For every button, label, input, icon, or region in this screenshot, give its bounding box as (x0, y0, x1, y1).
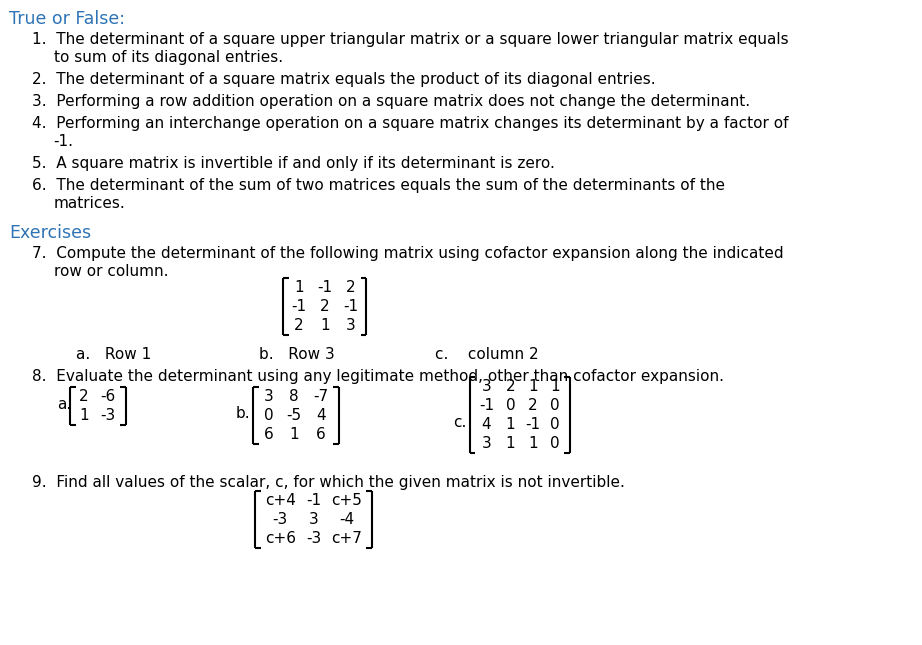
Text: 3: 3 (346, 318, 355, 333)
Text: 8.  Evaluate the determinant using any legitimate method, other than cofactor ex: 8. Evaluate the determinant using any le… (32, 369, 725, 384)
Text: 4: 4 (316, 408, 325, 423)
Text: b.   Row 3: b. Row 3 (259, 347, 335, 362)
Text: 1: 1 (550, 379, 560, 394)
Text: -3: -3 (100, 408, 116, 423)
Text: 1: 1 (528, 436, 538, 451)
Text: 0: 0 (550, 417, 560, 432)
Text: -1: -1 (317, 280, 332, 295)
Text: b.: b. (236, 406, 251, 421)
Text: 3: 3 (265, 389, 274, 404)
Text: 3: 3 (481, 436, 491, 451)
Text: -1: -1 (526, 417, 540, 432)
Text: 2: 2 (506, 379, 515, 394)
Text: a.   Row 1: a. Row 1 (76, 347, 151, 362)
Text: -1: -1 (479, 398, 494, 413)
Text: c.    column 2: c. column 2 (435, 347, 538, 362)
Text: 0: 0 (550, 436, 560, 451)
Text: True or False:: True or False: (9, 10, 125, 28)
Text: 2: 2 (528, 398, 538, 413)
Text: 9.  Find all values of the scalar, c, for which the given matrix is not invertib: 9. Find all values of the scalar, c, for… (32, 475, 625, 490)
Text: 2.  The determinant of a square matrix equals the product of its diagonal entrie: 2. The determinant of a square matrix eq… (32, 72, 656, 87)
Text: -5: -5 (287, 408, 301, 423)
Text: -1: -1 (291, 299, 306, 314)
Text: 3: 3 (481, 379, 491, 394)
Text: -3: -3 (273, 512, 288, 527)
Text: 1: 1 (294, 280, 303, 295)
Text: 4: 4 (481, 417, 491, 432)
Text: 5.  A square matrix is invertible if and only if its determinant is zero.: 5. A square matrix is invertible if and … (32, 156, 555, 171)
Text: 1: 1 (320, 318, 329, 333)
Text: row or column.: row or column. (53, 264, 168, 279)
Text: a.: a. (57, 397, 72, 412)
Text: c+5: c+5 (331, 493, 362, 508)
Text: -4: -4 (339, 512, 354, 527)
Text: 8: 8 (290, 389, 299, 404)
Text: matrices.: matrices. (53, 196, 125, 211)
Text: 0: 0 (550, 398, 560, 413)
Text: -6: -6 (100, 389, 116, 404)
Text: 6: 6 (316, 427, 325, 442)
Text: 7.  Compute the determinant of the following matrix using cofactor expansion alo: 7. Compute the determinant of the follow… (32, 246, 784, 261)
Text: 1: 1 (79, 408, 89, 423)
Text: c+4: c+4 (265, 493, 296, 508)
Text: 1: 1 (506, 436, 515, 451)
Text: 1.  The determinant of a square upper triangular matrix or a square lower triang: 1. The determinant of a square upper tri… (32, 32, 789, 47)
Text: -1: -1 (343, 299, 358, 314)
Text: 2: 2 (320, 299, 329, 314)
Text: to sum of its diagonal entries.: to sum of its diagonal entries. (53, 50, 283, 65)
Text: -3: -3 (306, 531, 321, 546)
Text: 0: 0 (506, 398, 515, 413)
Text: -1: -1 (306, 493, 321, 508)
Text: 2: 2 (79, 389, 89, 404)
Text: 3.  Performing a row addition operation on a square matrix does not change the d: 3. Performing a row addition operation o… (32, 94, 751, 109)
Text: 1: 1 (290, 427, 299, 442)
Text: c+7: c+7 (331, 531, 362, 546)
Text: 4.  Performing an interchange operation on a square matrix changes its determina: 4. Performing an interchange operation o… (32, 116, 789, 131)
Text: 2: 2 (294, 318, 303, 333)
Text: 3: 3 (309, 512, 318, 527)
Text: 6.  The determinant of the sum of two matrices equals the sum of the determinant: 6. The determinant of the sum of two mat… (32, 178, 726, 193)
Text: 1: 1 (528, 379, 538, 394)
Text: -1.: -1. (53, 134, 74, 149)
Text: -7: -7 (313, 389, 328, 404)
Text: Exercises: Exercises (9, 224, 91, 242)
Text: 0: 0 (265, 408, 274, 423)
Text: 6: 6 (265, 427, 274, 442)
Text: 1: 1 (506, 417, 515, 432)
Text: 2: 2 (346, 280, 355, 295)
Text: c.: c. (454, 415, 467, 430)
Text: c+6: c+6 (265, 531, 296, 546)
